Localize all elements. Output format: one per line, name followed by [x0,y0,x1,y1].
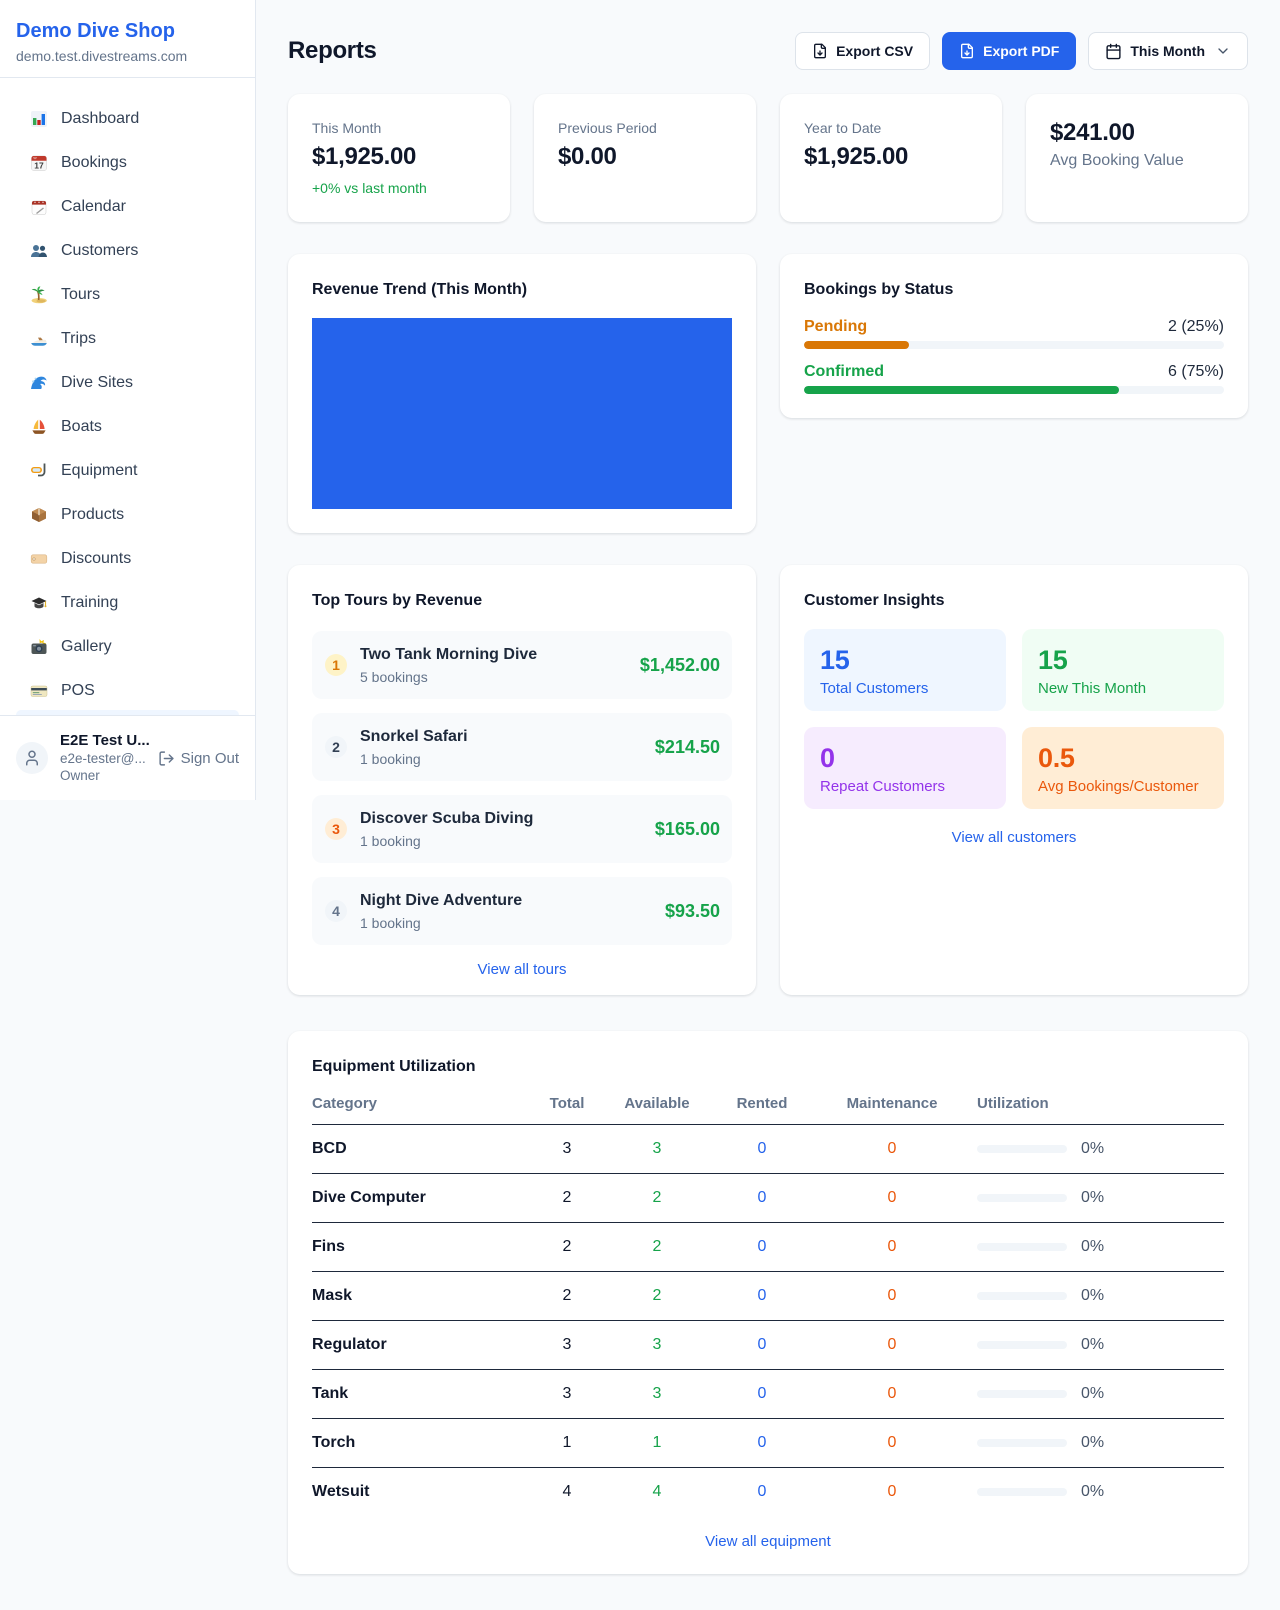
svg-text:17: 17 [34,161,44,171]
